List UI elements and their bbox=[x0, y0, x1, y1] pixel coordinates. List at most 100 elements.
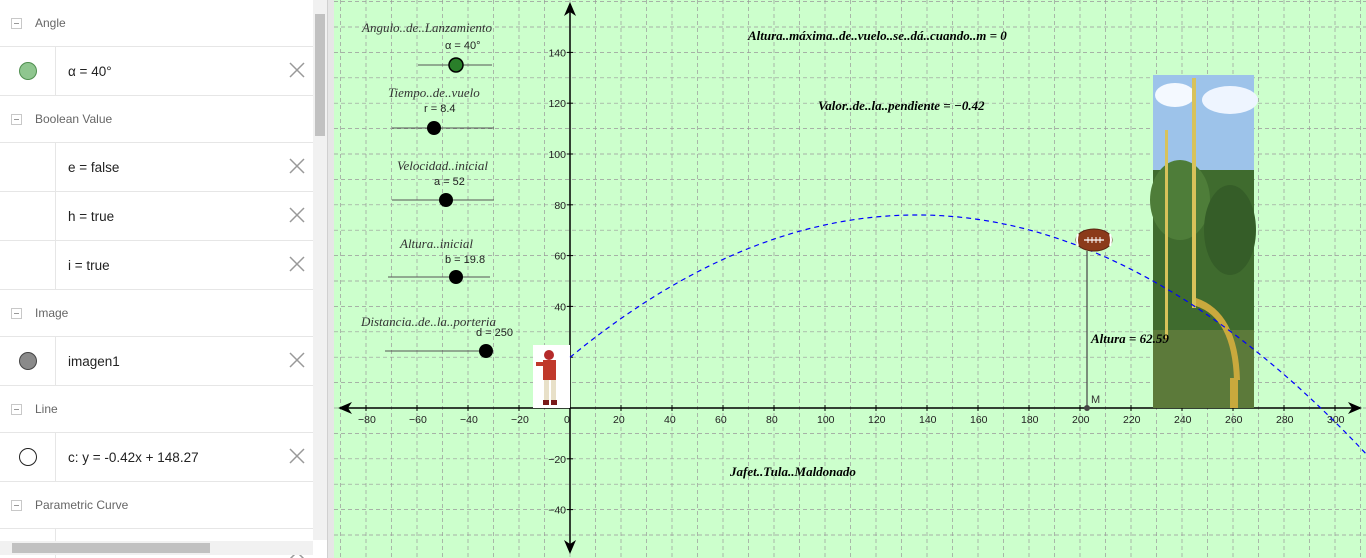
algebra-item-e[interactable]: e = false bbox=[0, 143, 313, 192]
visibility-dot-icon[interactable] bbox=[18, 448, 37, 466]
x-tick-label: −60 bbox=[409, 414, 427, 426]
visibility-toggle-cell bbox=[0, 143, 56, 191]
collapse-icon[interactable] bbox=[11, 17, 22, 29]
scrollbar-thumb[interactable] bbox=[12, 543, 210, 553]
x-tick-label: 180 bbox=[1021, 414, 1039, 426]
delete-icon[interactable] bbox=[287, 446, 307, 466]
visibility-toggle-cell bbox=[0, 192, 56, 240]
algebra-item-label[interactable]: h = true bbox=[68, 208, 115, 224]
y-tick-label: −20 bbox=[548, 454, 566, 466]
x-tick-label: 140 bbox=[919, 414, 937, 426]
x-tick-label: −20 bbox=[511, 414, 529, 426]
player-image[interactable] bbox=[533, 345, 570, 408]
category-angle[interactable]: Angle bbox=[0, 0, 313, 47]
y-axis-arrow-up bbox=[564, 2, 576, 16]
algebra-item-line-c[interactable]: c: y = -0.42x + 148.27 bbox=[0, 433, 313, 482]
slope-text[interactable]: Valor..de..la..pendiente = −0.42 bbox=[818, 98, 985, 113]
slider-handle[interactable] bbox=[427, 121, 441, 135]
algebra-item-imagen1[interactable]: imagen1 bbox=[0, 337, 313, 386]
collapse-icon[interactable] bbox=[11, 307, 22, 319]
delete-icon[interactable] bbox=[287, 350, 307, 370]
delete-icon[interactable] bbox=[287, 60, 307, 80]
max-height-text[interactable]: Altura..máxima..de..vuelo..se..dá..cuand… bbox=[747, 28, 1007, 43]
author-text[interactable]: Jafet..Tula..Maldonado bbox=[729, 464, 856, 479]
algebra-item-label[interactable]: c: y = -0.42x + 148.27 bbox=[68, 449, 199, 465]
point-m[interactable] bbox=[1084, 405, 1090, 411]
x-tick-label: −80 bbox=[358, 414, 376, 426]
slider-value-label: a = 52 bbox=[434, 176, 465, 188]
y-tick-label: 60 bbox=[554, 251, 566, 263]
slider-value-label: α = 40° bbox=[445, 40, 481, 52]
slider-caption: Angulo..de..Lanzamiento bbox=[361, 20, 492, 35]
collapse-icon[interactable] bbox=[11, 499, 22, 511]
y-tick-label: 80 bbox=[554, 200, 566, 212]
algebra-item-label[interactable]: imagen1 bbox=[68, 353, 120, 369]
delete-icon[interactable] bbox=[287, 156, 307, 176]
x-tick-label: 120 bbox=[868, 414, 886, 426]
delete-icon[interactable] bbox=[287, 205, 307, 225]
x-axis-arrow-right bbox=[1348, 402, 1362, 414]
scrollbar-thumb[interactable] bbox=[315, 14, 325, 136]
category-label: Angle bbox=[35, 16, 66, 30]
algebra-item-i[interactable]: i = true bbox=[0, 241, 313, 290]
collapse-icon[interactable] bbox=[11, 403, 22, 415]
slider-handle[interactable] bbox=[449, 270, 463, 284]
slider-handle[interactable] bbox=[439, 193, 453, 207]
algebra-item-h[interactable]: h = true bbox=[0, 192, 313, 241]
slider-caption: Velocidad..inicial bbox=[397, 158, 488, 173]
slider-initial-height[interactable]: Altura..inicial b = 19.8 bbox=[388, 236, 490, 284]
visibility-dot-icon[interactable] bbox=[18, 62, 37, 80]
algebra-item-alpha[interactable]: α = 40° bbox=[0, 47, 313, 96]
x-tick-label: 20 bbox=[613, 414, 625, 426]
collapse-icon[interactable] bbox=[11, 113, 22, 125]
slider-flight-time[interactable]: Tiempo..de..vuelo r = 8.4 bbox=[388, 85, 494, 135]
football-image[interactable] bbox=[1075, 228, 1113, 252]
x-tick-label: 0 bbox=[564, 414, 570, 426]
visibility-toggle-cell bbox=[0, 337, 56, 385]
slider-handle[interactable] bbox=[479, 344, 493, 358]
x-tick-label: 220 bbox=[1123, 414, 1141, 426]
algebra-item-label[interactable]: e = false bbox=[68, 159, 120, 175]
point-m-label: M bbox=[1091, 394, 1100, 406]
slider-handle[interactable] bbox=[448, 57, 464, 73]
x-tick-label: 280 bbox=[1276, 414, 1294, 426]
y-tick-label: 120 bbox=[548, 98, 566, 110]
x-tick-label: 240 bbox=[1174, 414, 1192, 426]
vertical-scrollbar[interactable] bbox=[313, 0, 327, 540]
x-axis-arrow-left bbox=[338, 402, 352, 414]
graphics-view[interactable]: −80 −60 −40 −20 0 20 40 60 80 100 120 140 160 180 200 2… bbox=[334, 0, 1366, 558]
category-label: Boolean Value bbox=[35, 112, 113, 126]
algebra-item-label[interactable]: α = 40° bbox=[68, 63, 112, 79]
category-label: Image bbox=[35, 306, 69, 320]
slider-goal-distance[interactable]: Distancia..de..la..porteria d = 250 bbox=[360, 314, 513, 358]
algebra-item-label[interactable]: i = true bbox=[68, 257, 110, 273]
category-boolean[interactable]: Boolean Value bbox=[0, 96, 313, 143]
x-tick-label: −40 bbox=[460, 414, 478, 426]
x-tick-label: 260 bbox=[1225, 414, 1243, 426]
visibility-toggle-cell bbox=[0, 433, 56, 481]
category-image[interactable]: Image bbox=[0, 290, 313, 337]
algebra-view: Angle α = 40° Boolean Value e = false h … bbox=[0, 0, 313, 558]
category-line[interactable]: Line bbox=[0, 386, 313, 433]
axis-ticks: −80 −60 −40 −20 0 20 40 60 80 100 120 140 160 180 200 2… bbox=[358, 47, 1345, 516]
visibility-dot-icon[interactable] bbox=[18, 352, 37, 370]
y-axis-arrow-down bbox=[564, 540, 576, 554]
slider-initial-velocity[interactable]: Velocidad..inicial a = 52 bbox=[392, 158, 494, 207]
slider-value-label: b = 19.8 bbox=[445, 254, 485, 266]
trajectory-curve[interactable] bbox=[569, 214, 1366, 454]
height-value-text[interactable]: Altura = 62.59 bbox=[1090, 331, 1169, 346]
goal-post-image[interactable] bbox=[1150, 75, 1258, 408]
visibility-toggle-cell bbox=[0, 47, 56, 95]
y-tick-label: 40 bbox=[554, 301, 566, 313]
y-tick-label: 100 bbox=[548, 149, 566, 161]
category-label: Parametric Curve bbox=[35, 498, 129, 512]
slider-caption: Altura..inicial bbox=[399, 236, 473, 251]
category-parametric[interactable]: Parametric Curve bbox=[0, 482, 313, 529]
slider-angle[interactable]: Angulo..de..Lanzamiento α = 40° bbox=[361, 20, 492, 73]
grid-lines bbox=[334, 0, 1366, 558]
slider-value-label: r = 8.4 bbox=[424, 103, 456, 115]
horizontal-scrollbar[interactable] bbox=[0, 541, 313, 555]
view-divider[interactable] bbox=[327, 0, 334, 558]
delete-icon[interactable] bbox=[287, 254, 307, 274]
x-tick-label: 100 bbox=[817, 414, 835, 426]
